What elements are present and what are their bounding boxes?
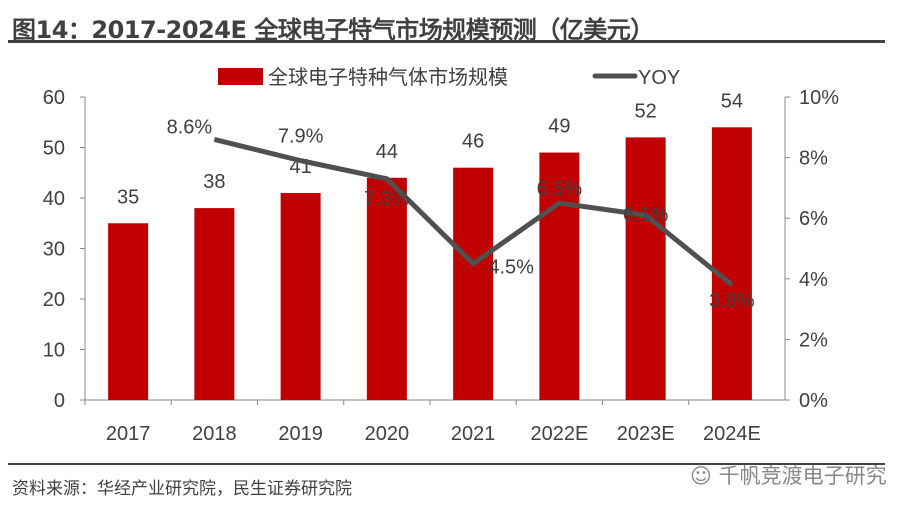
x-tick-label: 2019 [278,423,323,445]
bar [625,137,666,400]
line-data-label: 6.5% [537,178,583,200]
line-data-label: 6.1% [623,204,669,226]
left-tick-label: 40 [43,188,65,210]
bar-data-label: 44 [376,141,398,163]
line-data-label: 8.6% [167,116,213,138]
right-tick-label: 10% [799,87,839,109]
x-tick-label: 2022E [530,423,588,445]
watermark-text: 千帆竞渡电子研究 [718,464,887,488]
right-tick-label: 0% [799,390,828,412]
x-tick-label: 2023E [617,423,675,445]
left-tick-label: 20 [43,289,65,311]
bar [108,223,149,400]
x-tick-label: 2017 [106,423,151,445]
x-tick-label: 2018 [192,423,237,445]
legend-bar-label: 全球电子特种气体市场规模 [268,66,508,89]
line-data-label: 7.3% [364,188,410,210]
legend-line-label: YOY [638,67,680,89]
left-tick-label: 30 [43,239,65,261]
bar-data-label: 54 [721,90,743,112]
legend-bar-swatch [218,68,263,85]
right-tick-label: 4% [799,269,828,291]
x-tick-label: 2024E [703,423,761,445]
line-data-label: 3.8% [709,290,755,312]
source-note: 资料来源：华经产业研究院，民生证券研究院 [12,479,352,499]
line-data-label: 4.5% [488,257,534,279]
yoy-line [213,136,734,287]
wechat-icon: ☺ [690,464,712,488]
bar-data-label: 49 [548,116,570,138]
bar-data-label: 38 [203,171,225,193]
right-tick-label: 6% [799,208,828,230]
title-divider [8,40,885,43]
x-tick-label: 2021 [451,423,496,445]
bar-data-label: 46 [462,131,484,153]
x-tick-label: 2020 [365,423,410,445]
bar-data-label: 52 [635,100,657,122]
line-data-label: 7.9% [278,126,324,148]
bar [711,127,752,401]
bar-data-label: 35 [117,186,139,208]
page-title: 图14：2017-2024E 全球电子特气市场规模预测（亿美元） [12,16,654,44]
watermark: ☺ 千帆竞渡电子研究 [690,460,887,490]
bar [366,177,407,400]
left-tick-label: 10 [43,340,65,362]
right-tick-label: 8% [799,148,828,170]
bar [194,208,235,400]
footer-divider [8,463,885,465]
left-tick-label: 50 [43,138,65,160]
left-tick-label: 60 [43,87,65,109]
bar [453,167,494,400]
bar [280,192,321,400]
bar [539,152,580,400]
left-tick-label: 0 [54,390,65,412]
right-tick-label: 2% [799,329,828,351]
